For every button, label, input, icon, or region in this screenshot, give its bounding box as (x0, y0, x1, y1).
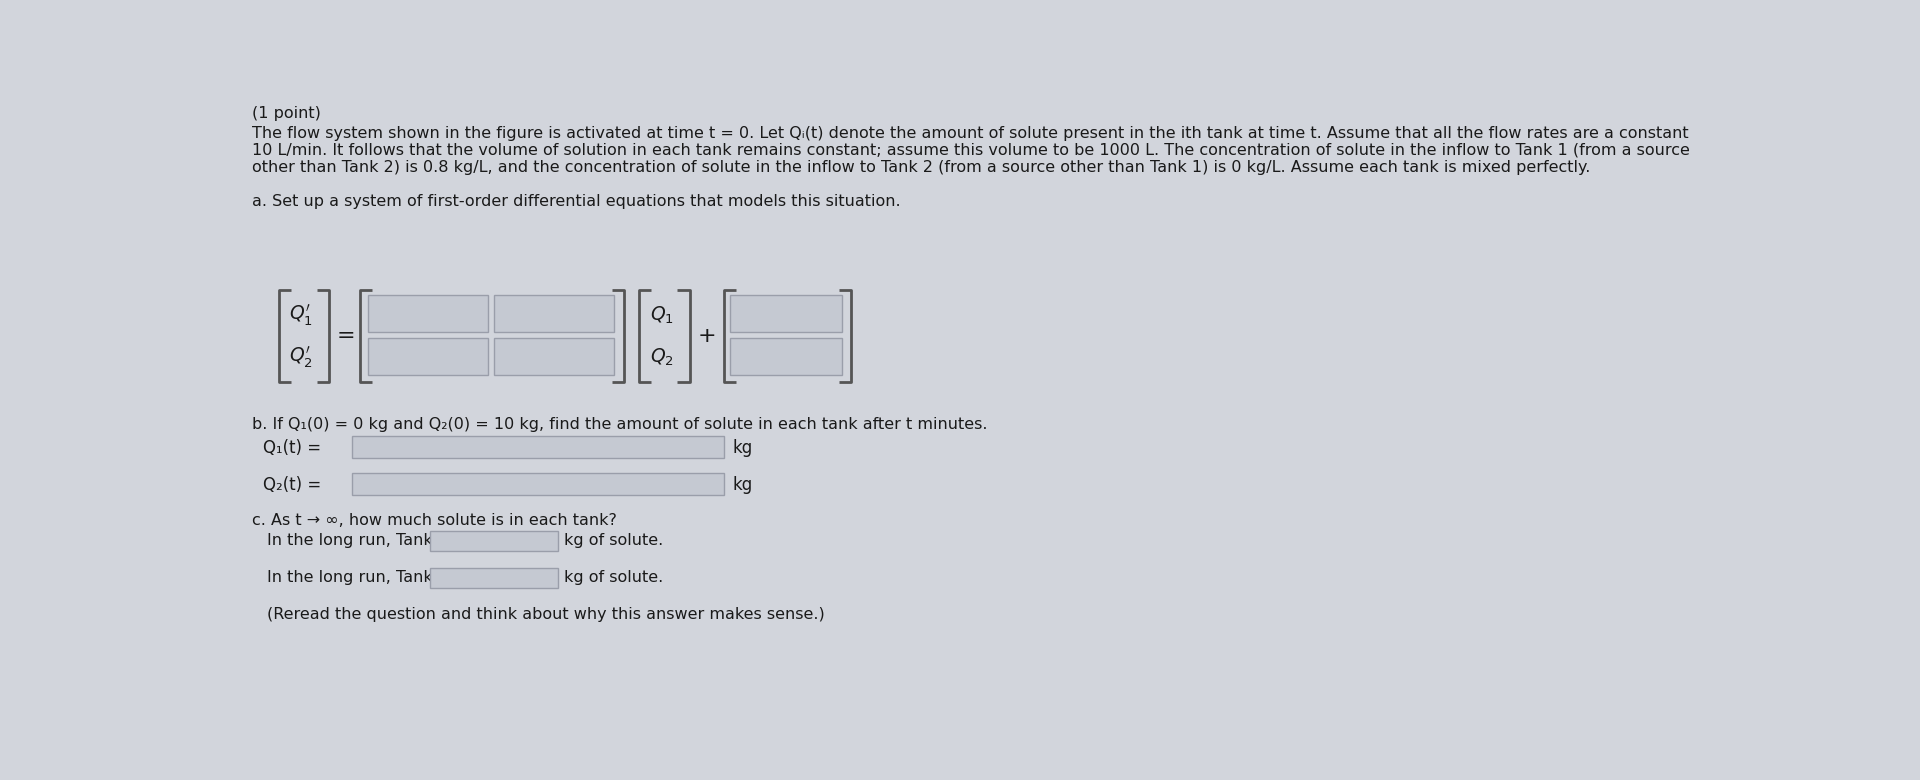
Text: (Reread the question and think about why this answer makes sense.): (Reread the question and think about why… (267, 607, 826, 622)
FancyBboxPatch shape (430, 531, 557, 551)
Text: a. Set up a system of first-order differential equations that models this situat: a. Set up a system of first-order differ… (252, 193, 900, 209)
FancyBboxPatch shape (369, 295, 488, 331)
FancyBboxPatch shape (730, 295, 843, 331)
Text: The flow system shown in the figure is activated at time t = 0. Let Qᵢ(t) denote: The flow system shown in the figure is a… (252, 126, 1688, 141)
FancyBboxPatch shape (493, 295, 614, 331)
Text: $Q_2'$: $Q_2'$ (290, 345, 313, 370)
Text: =: = (336, 326, 355, 346)
Text: c. As t → ∞, how much solute is in each tank?: c. As t → ∞, how much solute is in each … (252, 513, 616, 528)
FancyBboxPatch shape (430, 568, 557, 588)
Text: Q₁(t) =: Q₁(t) = (263, 438, 321, 456)
FancyBboxPatch shape (730, 338, 843, 374)
FancyBboxPatch shape (369, 338, 488, 374)
FancyBboxPatch shape (493, 338, 614, 374)
Text: kg: kg (732, 438, 753, 456)
Text: b. If Q₁(0) = 0 kg and Q₂(0) = 10 kg, find the amount of solute in each tank aft: b. If Q₁(0) = 0 kg and Q₂(0) = 10 kg, fi… (252, 417, 987, 432)
Text: $Q_2$: $Q_2$ (649, 347, 674, 368)
Text: $Q_1'$: $Q_1'$ (290, 302, 313, 328)
Text: +: + (697, 326, 716, 346)
Text: In the long run, Tank 2 will have: In the long run, Tank 2 will have (267, 570, 524, 585)
Text: $Q_1$: $Q_1$ (649, 304, 674, 325)
Text: kg: kg (732, 476, 753, 494)
Text: kg of solute.: kg of solute. (564, 534, 662, 548)
FancyBboxPatch shape (353, 473, 724, 495)
Text: In the long run, Tank 1 will have: In the long run, Tank 1 will have (267, 534, 524, 548)
Text: other than Tank 2) is 0.8 kg/L, and the concentration of solute in the inflow to: other than Tank 2) is 0.8 kg/L, and the … (252, 160, 1590, 175)
Text: (1 point): (1 point) (252, 106, 321, 121)
Text: kg of solute.: kg of solute. (564, 570, 662, 585)
Text: Q₂(t) =: Q₂(t) = (263, 476, 321, 494)
FancyBboxPatch shape (353, 436, 724, 458)
Text: 10 L/min. It follows that the volume of solution in each tank remains constant; : 10 L/min. It follows that the volume of … (252, 143, 1690, 158)
